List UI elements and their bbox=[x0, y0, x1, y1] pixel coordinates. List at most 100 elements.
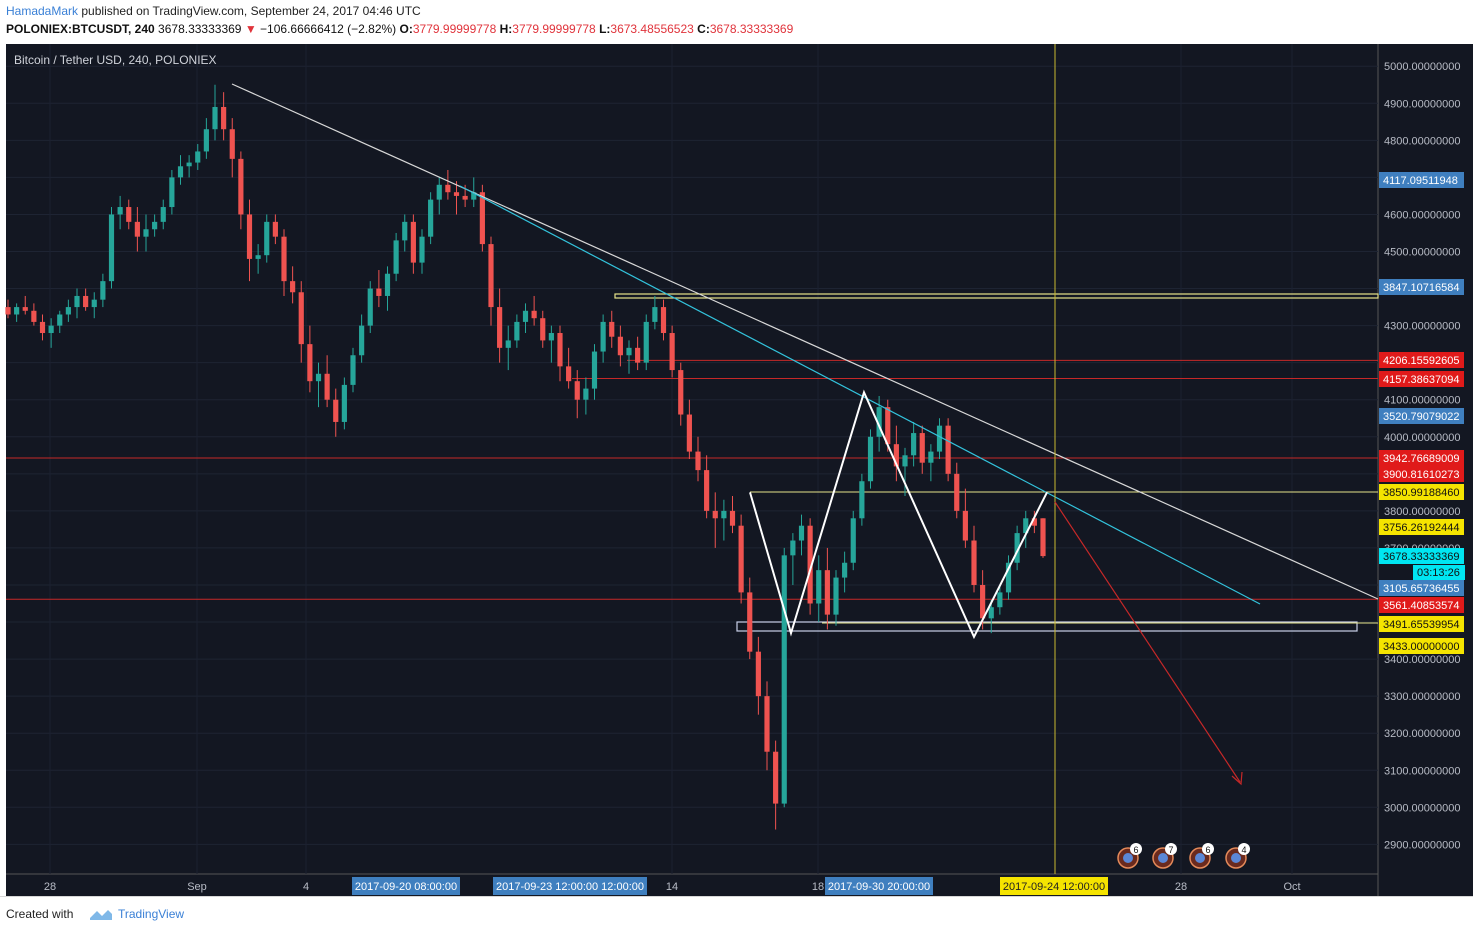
candle-up bbox=[419, 236, 425, 263]
price-chart[interactable]: 2900.00000000 3000.00000000 3100.00000000 3… bbox=[0, 44, 1473, 896]
price-level-label: 3756.26192444 bbox=[1383, 522, 1459, 534]
candle-up bbox=[255, 255, 261, 259]
projection-arrowhead bbox=[1231, 771, 1243, 786]
candle-down bbox=[497, 307, 503, 348]
candle-down bbox=[238, 158, 244, 215]
candle-down bbox=[298, 292, 304, 345]
time-tick-label: 28 bbox=[44, 881, 56, 893]
price-level-label: 3900.81610273 bbox=[1383, 469, 1459, 481]
candle-up bbox=[876, 407, 882, 437]
event-count-bubble bbox=[1130, 843, 1142, 855]
countdown-box bbox=[1413, 565, 1465, 580]
chart-title: Bitcoin / Tether USD, 240, POLONIEX bbox=[14, 53, 217, 67]
candle-up bbox=[117, 207, 123, 215]
candle-up bbox=[997, 592, 1003, 608]
last-price: 3678.33333369 bbox=[158, 22, 242, 36]
candle-down bbox=[704, 470, 710, 511]
support-zone-box bbox=[736, 621, 1358, 632]
price-level-badge bbox=[1379, 616, 1464, 632]
candle-up bbox=[850, 518, 856, 563]
candle-up bbox=[186, 162, 192, 167]
price-tick-label: 4300.00000000 bbox=[1384, 321, 1460, 333]
author-link[interactable]: HamadaMark bbox=[6, 4, 79, 18]
time-tick-label: 4 bbox=[303, 881, 309, 893]
price-level-label: 3520.79079022 bbox=[1383, 411, 1459, 423]
candle-down bbox=[540, 318, 546, 341]
candle-down bbox=[635, 347, 641, 363]
time-axis[interactable] bbox=[6, 874, 1378, 896]
price-level-badge bbox=[1379, 597, 1464, 613]
candle-down bbox=[574, 381, 580, 400]
candle-down bbox=[333, 399, 339, 422]
candle-up bbox=[842, 562, 848, 578]
time-tick-label: 28 bbox=[1175, 881, 1187, 893]
price-tick-label: 3400.00000000 bbox=[1384, 654, 1460, 666]
candle-up bbox=[359, 325, 365, 356]
event-count-label: 7 bbox=[1168, 845, 1173, 855]
event-count-label: 4 bbox=[1241, 845, 1246, 855]
candle-down bbox=[695, 451, 701, 471]
candle-down bbox=[126, 207, 132, 222]
price-tick-label: 5000.00000000 bbox=[1384, 61, 1460, 73]
candle-up bbox=[14, 307, 20, 315]
candle-up bbox=[160, 207, 166, 222]
event-count-bubble bbox=[1202, 843, 1214, 855]
candle-up bbox=[393, 240, 399, 274]
candle-down bbox=[83, 295, 89, 308]
candle-down bbox=[5, 307, 11, 315]
candle-down bbox=[980, 584, 986, 619]
candle-down bbox=[729, 510, 736, 526]
candle-up bbox=[721, 510, 727, 519]
flag-icon bbox=[1195, 853, 1205, 863]
candle-down bbox=[272, 221, 278, 237]
candle-down bbox=[678, 370, 684, 415]
w-pattern-zigzag bbox=[749, 389, 1048, 640]
candle-down bbox=[246, 214, 253, 259]
projection-arrow bbox=[1054, 501, 1241, 783]
candle-down bbox=[807, 525, 813, 604]
price-tick-label: 3200.00000000 bbox=[1384, 728, 1460, 740]
published-text: published on TradingView.com, September … bbox=[81, 4, 421, 18]
price-level-badge bbox=[1379, 450, 1464, 466]
footer: Created with TradingView bbox=[0, 896, 1473, 932]
price-tick-label: 3300.00000000 bbox=[1384, 691, 1460, 703]
candle-down bbox=[617, 336, 623, 356]
price-tick-label: 3800.00000000 bbox=[1384, 506, 1460, 518]
resistance-zone-box bbox=[614, 293, 1379, 299]
symbol-label: POLONIEX:BTCUSDT, 240 bbox=[6, 22, 155, 36]
change-value: −106.66666412 (−2.82%) bbox=[260, 22, 397, 36]
event-count-bubble bbox=[1238, 843, 1250, 855]
header-bar: HamadaMark published on TradingView.com,… bbox=[0, 0, 1473, 44]
created-with-text: Created with bbox=[6, 907, 74, 921]
candle-up bbox=[212, 106, 218, 130]
time-highlight-label: 2017-09-30 20:00:00 bbox=[828, 881, 930, 893]
candle-up bbox=[600, 321, 606, 352]
candle-down bbox=[954, 473, 960, 511]
ohlc-line: POLONIEX:BTCUSDT, 240 3678.33333369 ▼ −1… bbox=[6, 22, 793, 36]
candle-down bbox=[31, 310, 37, 322]
candle-up bbox=[859, 481, 865, 519]
candle-up bbox=[169, 177, 175, 208]
candle-up bbox=[341, 384, 347, 422]
candle-up bbox=[152, 221, 158, 230]
candle-down bbox=[453, 192, 460, 196]
candle-down bbox=[945, 425, 951, 474]
candle-up bbox=[57, 314, 63, 326]
price-level-badge bbox=[1379, 466, 1464, 482]
price-level-label: 4157.38637094 bbox=[1383, 374, 1459, 386]
tradingview-link[interactable]: TradingView bbox=[118, 907, 185, 921]
plot-area[interactable] bbox=[6, 44, 1378, 874]
candle-up bbox=[816, 570, 822, 604]
price-level-badge bbox=[1379, 172, 1464, 188]
candle-down bbox=[885, 407, 891, 445]
candle-down bbox=[324, 373, 330, 400]
price-tick-label: 4600.00000000 bbox=[1384, 209, 1460, 221]
candle-down bbox=[307, 344, 313, 382]
price-tick-label: 3000.00000000 bbox=[1384, 802, 1460, 814]
price-level-badge bbox=[1379, 548, 1464, 564]
price-tick-label: 4100.00000000 bbox=[1384, 395, 1460, 407]
candle-down bbox=[488, 244, 494, 308]
candle-up bbox=[436, 184, 442, 200]
candle-up bbox=[91, 299, 97, 308]
candle-up bbox=[143, 229, 149, 237]
